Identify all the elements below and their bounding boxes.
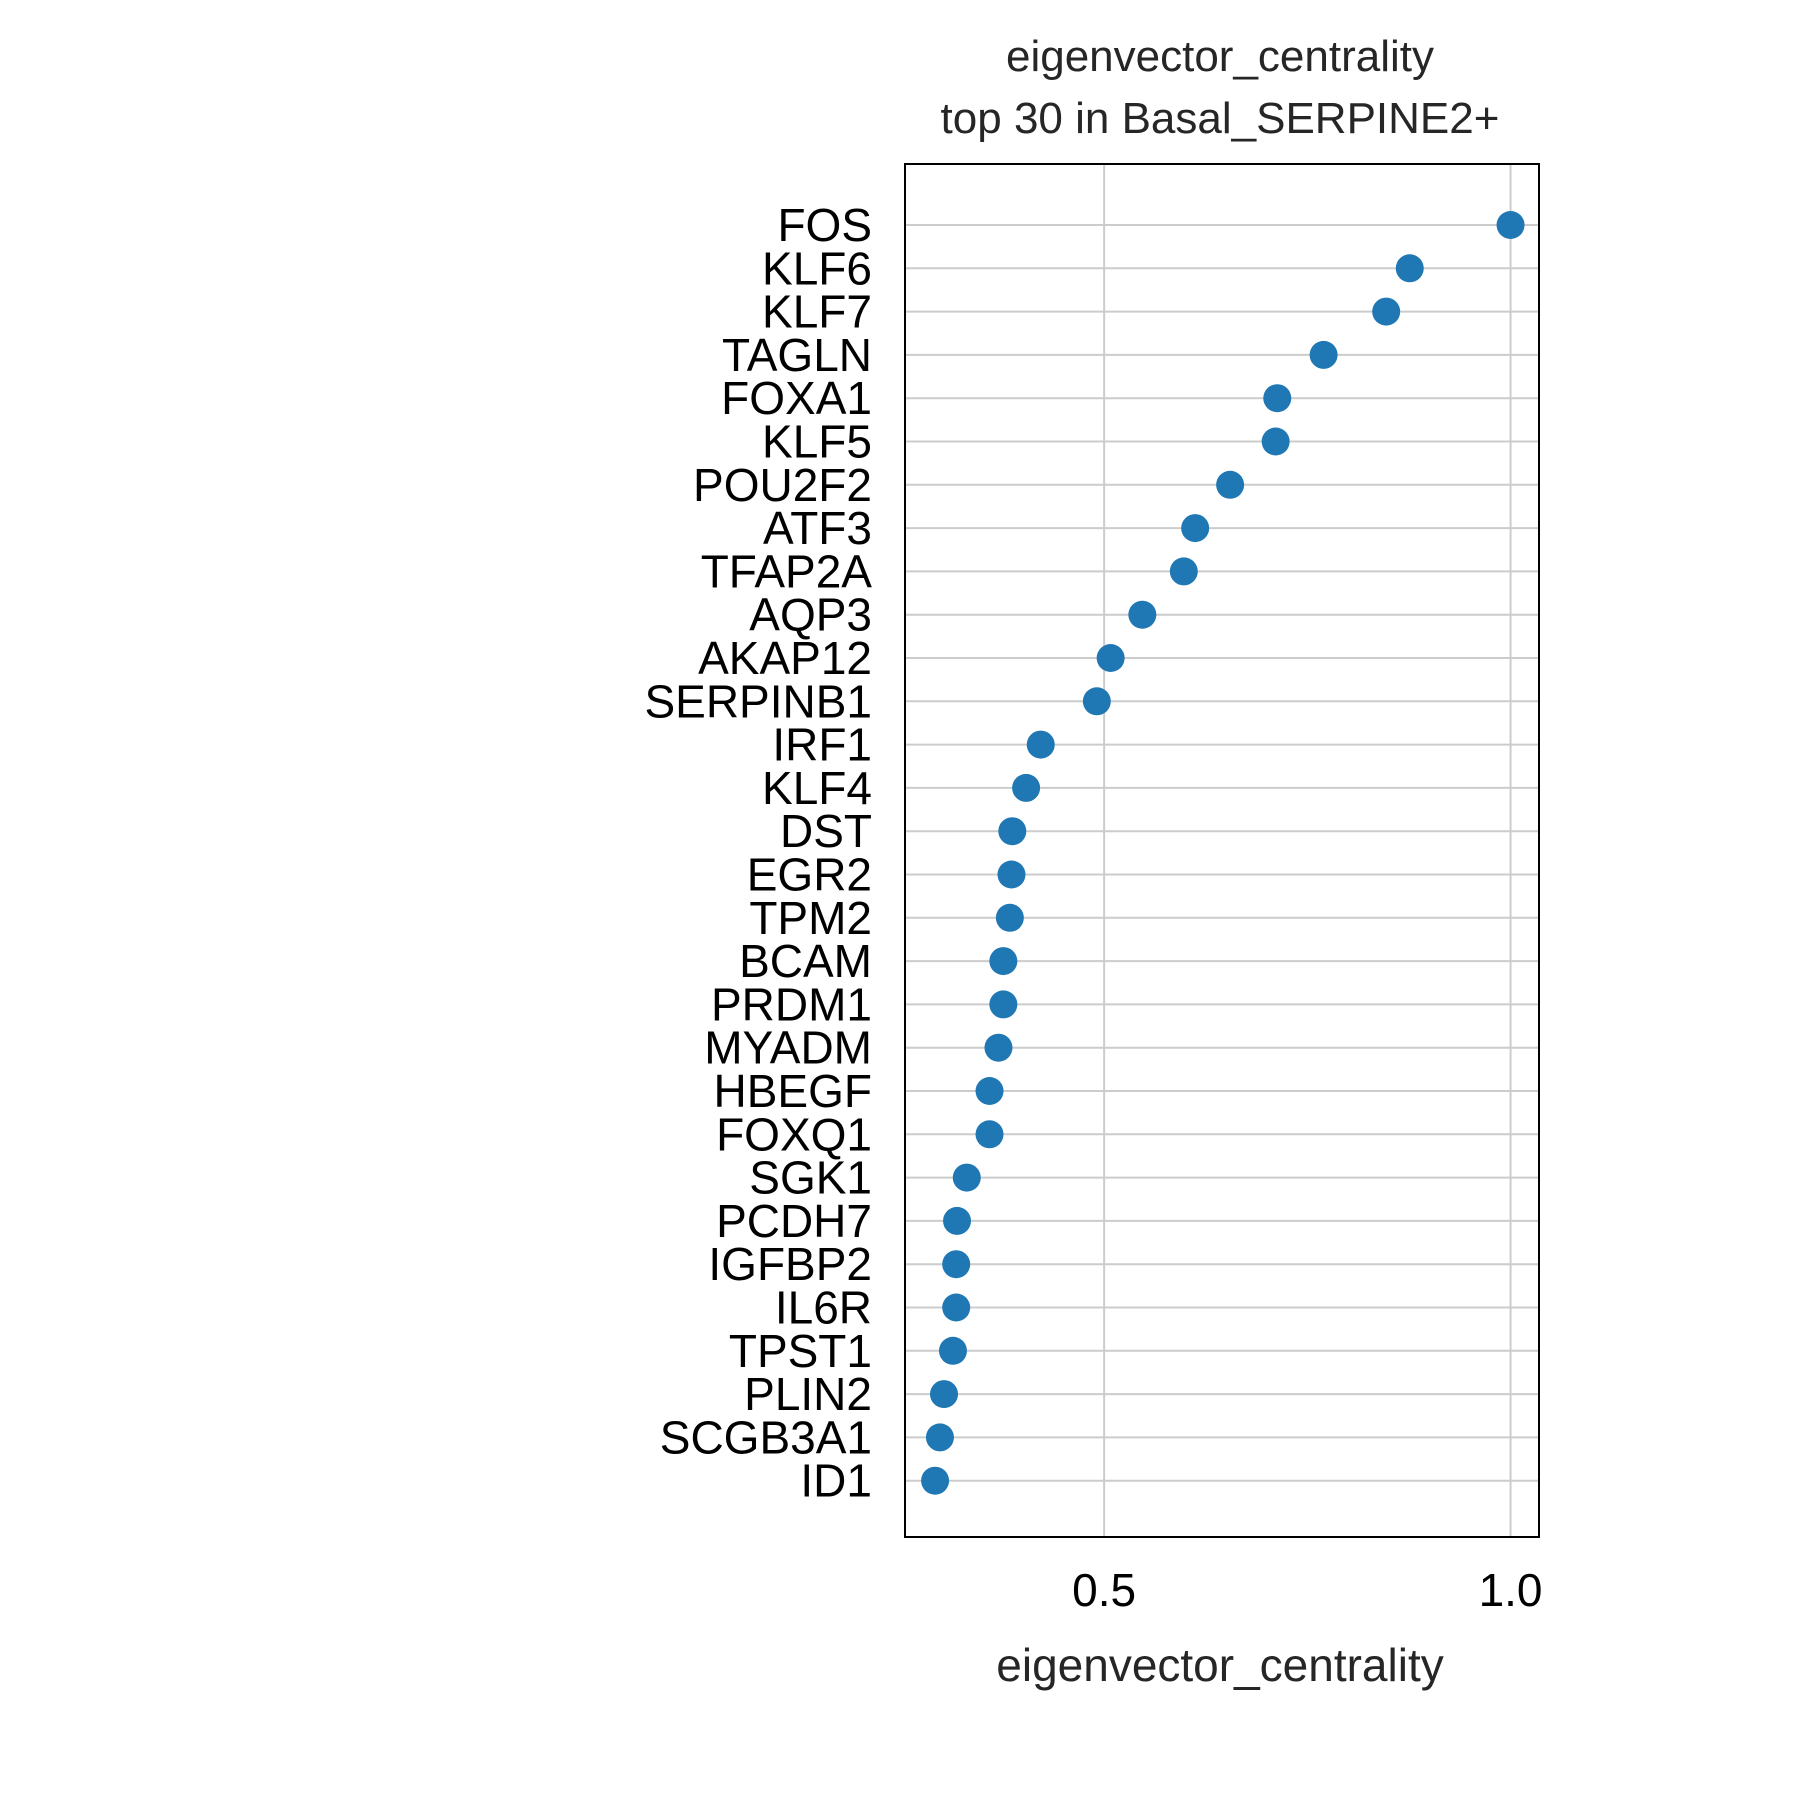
- y-tick-label: TPST1: [729, 1325, 872, 1377]
- data-point: [930, 1380, 959, 1409]
- y-tick-label: FOXA1: [721, 372, 872, 424]
- y-tick-labels: FOSKLF6KLF7TAGLNFOXA1KLF5POU2F2ATF3TFAP2…: [644, 199, 872, 1507]
- data-point: [1096, 644, 1125, 672]
- y-tick-label: SCGB3A1: [660, 1411, 872, 1463]
- y-tick-label: MYADM: [704, 1022, 872, 1074]
- data-point: [1026, 730, 1055, 759]
- y-tick-label: IRF1: [772, 719, 872, 771]
- data-point: [1169, 557, 1198, 586]
- data-point: [1082, 687, 1111, 716]
- data-point: [1128, 600, 1157, 629]
- y-tick-label: IGFBP2: [708, 1238, 872, 1290]
- y-tick-label: TAGLN: [722, 329, 872, 381]
- chart-title: eigenvector_centrality top 30 in Basal_S…: [941, 32, 1500, 143]
- grid-layer: [905, 164, 1539, 1537]
- data-point: [997, 860, 1026, 889]
- y-tick-label: KLF6: [762, 242, 872, 294]
- x-tick-labels: 0.5 1.0: [1072, 1564, 1542, 1616]
- data-point: [989, 947, 1018, 976]
- data-point: [1261, 427, 1290, 456]
- y-tick-label: BCAM: [739, 935, 872, 987]
- data-point: [921, 1466, 950, 1495]
- data-point: [1496, 211, 1525, 239]
- data-point: [925, 1423, 954, 1452]
- plot-frame: [904, 163, 1540, 1538]
- y-tick-label: FOXQ1: [716, 1108, 872, 1160]
- y-tick-label: PLIN2: [744, 1368, 872, 1420]
- y-tick-label: FOS: [777, 199, 872, 251]
- y-tick-label: KLF7: [762, 286, 872, 338]
- data-point: [984, 1033, 1013, 1062]
- y-tick-label: EGR2: [747, 849, 872, 901]
- x-tick-label: 1.0: [1479, 1564, 1543, 1616]
- data-point: [1012, 773, 1041, 802]
- chart-title-line-1: eigenvector_centrality: [1006, 32, 1434, 81]
- y-tick-label: KLF5: [762, 416, 872, 468]
- data-point: [975, 1077, 1004, 1105]
- y-tick-label: PCDH7: [716, 1195, 872, 1247]
- data-point: [942, 1250, 971, 1279]
- data-point: [1216, 470, 1245, 499]
- y-tick-label: AQP3: [749, 589, 872, 641]
- y-tick-label: SGK1: [749, 1152, 872, 1204]
- y-tick-label: HBEGF: [714, 1065, 872, 1117]
- y-tick-label: AKAP12: [698, 632, 872, 684]
- data-point: [942, 1293, 971, 1322]
- y-tick-label: PRDM1: [711, 978, 872, 1030]
- data-point: [995, 903, 1024, 932]
- y-tick-label: KLF4: [762, 762, 872, 814]
- data-point: [975, 1120, 1004, 1149]
- y-tick-label: ATF3: [763, 502, 872, 554]
- data-point: [1263, 384, 1292, 413]
- data-point: [1395, 254, 1424, 283]
- y-tick-label: DST: [780, 805, 872, 857]
- data-point: [1372, 297, 1401, 326]
- y-tick-label: ID1: [800, 1455, 872, 1507]
- data-point: [952, 1163, 981, 1192]
- y-tick-label: POU2F2: [693, 459, 872, 511]
- x-tick-label: 0.5: [1072, 1564, 1136, 1616]
- data-point: [989, 990, 1018, 1019]
- marks-layer: [921, 211, 1525, 1495]
- data-point: [1181, 514, 1210, 543]
- chart-title-line-2: top 30 in Basal_SERPINE2+: [941, 94, 1500, 143]
- data-point: [938, 1336, 967, 1365]
- y-tick-label: IL6R: [775, 1282, 872, 1334]
- y-tick-label: TFAP2A: [701, 545, 873, 597]
- data-point: [998, 817, 1027, 846]
- y-tick-label: TPM2: [749, 892, 872, 944]
- data-point: [943, 1206, 972, 1235]
- y-tick-label: SERPINB1: [644, 675, 872, 727]
- data-point: [1309, 340, 1338, 369]
- x-axis-label: eigenvector_centrality: [996, 1639, 1443, 1691]
